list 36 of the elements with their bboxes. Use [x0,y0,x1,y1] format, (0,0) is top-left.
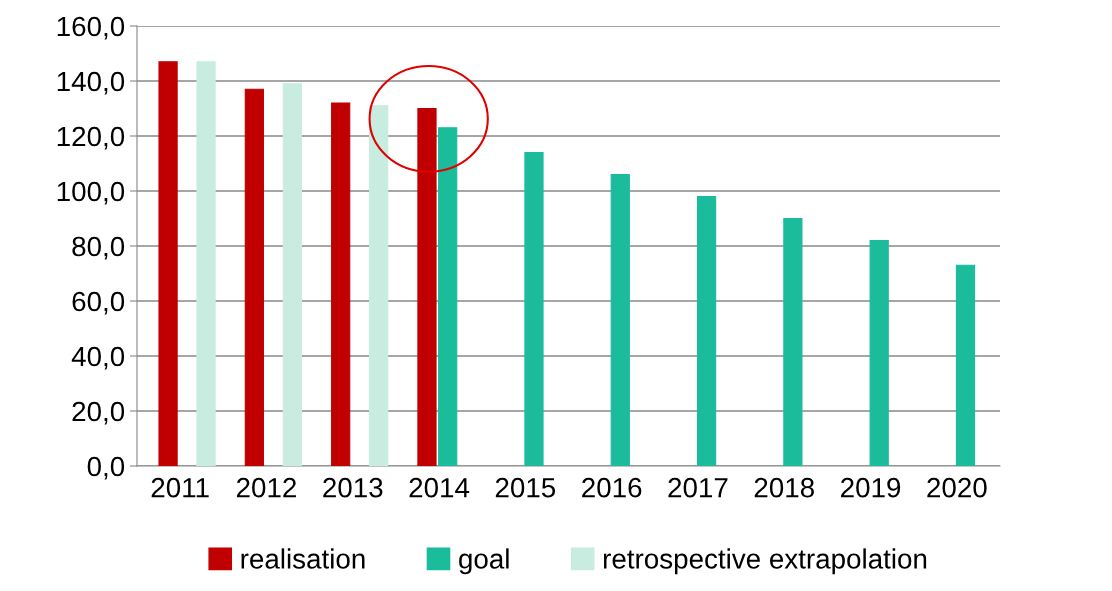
x-tick-label: 2017 [668,477,728,498]
x-tick-label: 2011 [151,477,209,498]
x-tick-label: 2013 [323,477,383,498]
y-tick-label: 160,0 [57,16,125,40]
x-tick-label: 2020 [927,477,987,498]
y-tick-label: 100,0 [57,181,125,205]
legend-label: realisation [241,548,365,569]
bar [610,173,630,466]
bar [869,239,889,466]
legend-label: goal [459,548,509,575]
y-tick-label: 140,0 [57,71,125,95]
y-tick-label: 60,0 [72,291,125,315]
x-tick-label: 2018 [754,477,814,498]
bar [438,127,458,466]
bar [331,102,351,466]
bar [524,151,544,466]
bar [196,61,216,466]
y-tick-label: 120,0 [57,126,125,150]
x-tick-label: 2016 [582,477,642,498]
x-tick-label: 2015 [495,477,556,498]
bar [244,88,264,466]
bar [282,83,302,466]
bar [369,105,389,466]
x-tick-label: 2019 [841,477,901,498]
bar [417,107,437,466]
y-tick-label: 80,0 [72,236,125,260]
legend-label: retrospective extrapolation [603,548,927,575]
bar [955,264,976,466]
y-tick-label: 20,0 [72,401,125,425]
y-tick-label: 0,0 [87,456,125,480]
bar [696,195,717,466]
bar [158,61,178,466]
y-tick-label: 40,0 [71,346,125,370]
bar [783,217,803,466]
x-tick-label: 2012 [236,477,296,498]
x-tick-label: 2014 [409,477,470,498]
